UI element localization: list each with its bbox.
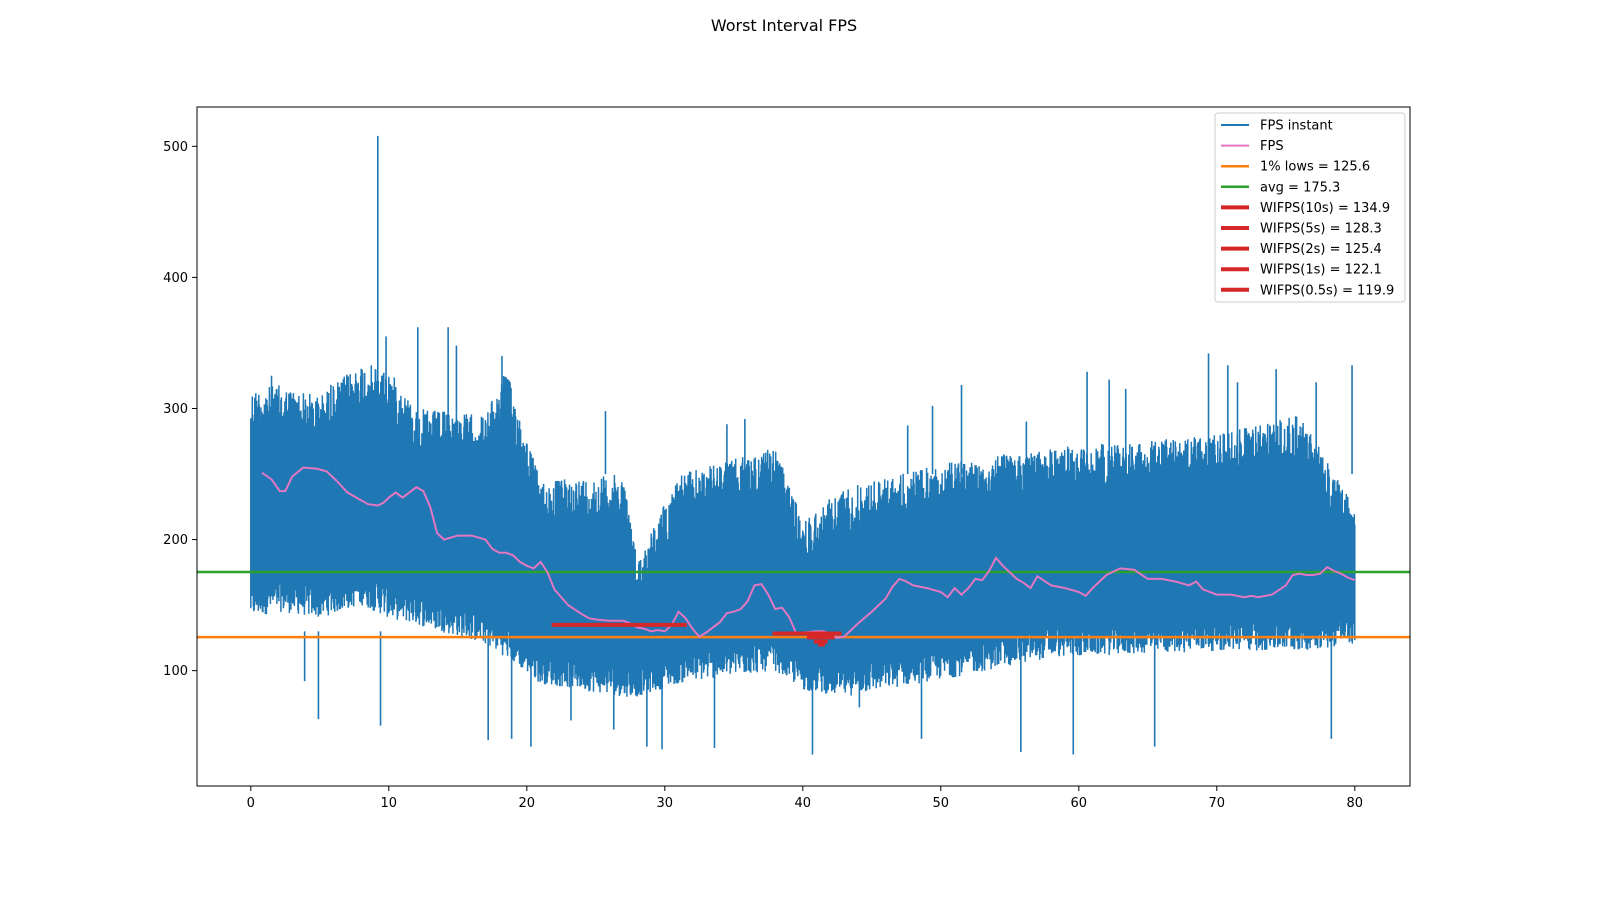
legend-label: WIFPS(2s) = 125.4 [1260,242,1382,257]
x-tick-label: 40 [795,796,812,811]
x-tick-label: 50 [933,796,950,811]
legend-label: 1% lows = 125.6 [1260,160,1370,175]
fps-line [261,466,1356,639]
legend: FPS instant FPS 1% lows = 125.6 avg = 175.3… [1214,112,1406,303]
x-tick-label: 0 [247,796,255,811]
x-tick-label: 30 [657,796,674,811]
chart-title: Worst Interval FPS [711,16,857,35]
y-tick-label: 100 [163,664,188,679]
y-tick-label: 200 [163,533,188,548]
legend-label: WIFPS(1s) = 122.1 [1260,263,1382,278]
legend-label: WIFPS(5s) = 128.3 [1260,222,1382,237]
legend-label: avg = 175.3 [1260,180,1340,195]
x-tick-label: 80 [1347,796,1364,811]
x-tick-label: 10 [381,796,398,811]
y-tick-label: 400 [163,271,188,286]
legend-label: WIFPS(0.5s) = 119.9 [1260,283,1394,298]
legend-frame [1214,112,1406,303]
y-tick-label: 500 [163,140,188,155]
fps-instant-line [250,365,1356,697]
y-tick-label: 300 [163,402,188,417]
x-tick-label: 20 [519,796,536,811]
x-tick-label: 60 [1071,796,1088,811]
axes: 0 10 20 30 40 50 60 70 80 100 200 300 400 500 [163,140,1363,811]
x-tick-label: 70 [1209,796,1226,811]
legend-label: FPS [1260,139,1284,154]
legend-label: FPS instant [1260,119,1333,134]
plot-area [197,135,1410,755]
plot-frame [196,106,1411,787]
legend-label: WIFPS(10s) = 134.9 [1260,201,1390,216]
